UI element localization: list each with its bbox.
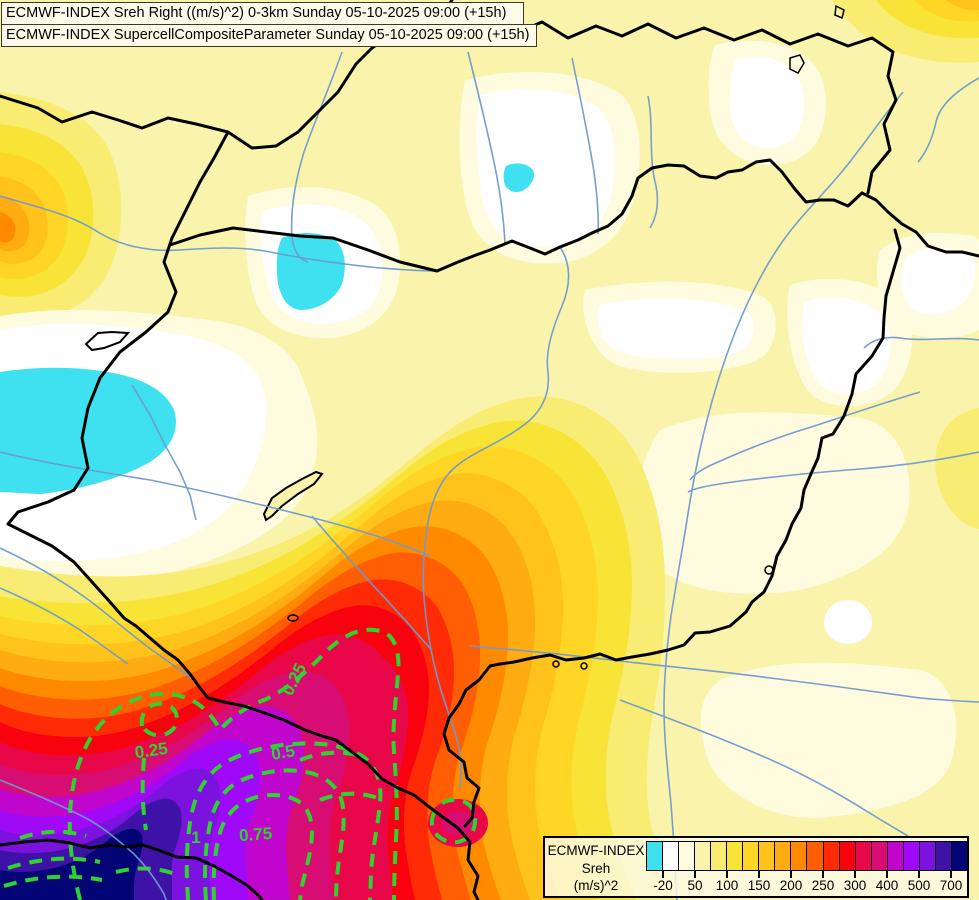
legend-color-cell xyxy=(807,842,824,870)
legend-tick-label: 200 xyxy=(779,878,803,893)
small-lakes xyxy=(287,4,845,670)
legend-tick-mark xyxy=(822,871,824,878)
legend-tick-label: 500 xyxy=(907,878,931,893)
sreh-band xyxy=(0,212,16,243)
legend-tick-label: -20 xyxy=(653,878,673,893)
legend-tick-mark xyxy=(918,871,920,878)
near-zero-patch xyxy=(476,88,616,247)
legend-color-cell xyxy=(663,842,680,870)
legend-tick-label: 50 xyxy=(687,878,703,893)
legend-color-cell xyxy=(919,842,936,870)
low-sreh-patch xyxy=(636,412,910,594)
legend-tick-mark xyxy=(758,871,760,878)
left-edge-warm-blob xyxy=(0,92,122,320)
scp-contour-0-75 xyxy=(203,768,346,900)
legend-tick-label: 150 xyxy=(747,878,771,893)
legend-tick-label: 700 xyxy=(939,878,963,893)
legend-color-cell xyxy=(887,842,904,870)
legend-tick-mark xyxy=(662,871,664,878)
lake-balaton xyxy=(262,470,324,522)
lake-neusiedl xyxy=(84,330,131,352)
legend-color-cell xyxy=(871,842,888,870)
sreh-band xyxy=(442,811,474,835)
scp-label-1: 1 xyxy=(191,828,200,847)
near-zero-patch xyxy=(824,600,872,644)
river-west-south-group xyxy=(0,384,979,900)
legend-tick-mark xyxy=(950,871,952,878)
legend-color-cell xyxy=(903,842,920,870)
rivers xyxy=(0,51,979,900)
legend-color-cell xyxy=(679,842,696,870)
negative-sreh-patch xyxy=(0,367,176,494)
legend-color-cell xyxy=(727,842,744,870)
legend-title-model: ECMWF-INDEX xyxy=(547,843,645,858)
map-title-line2: ECMWF-INDEX SupercellCompositeParameter … xyxy=(1,24,537,47)
legend-color-cell xyxy=(823,842,840,870)
scp-contour-0-5 xyxy=(184,741,383,900)
legend-title-units: (m/s)^2 xyxy=(573,878,619,893)
river-tisza-group xyxy=(663,77,979,900)
legend-color-cell xyxy=(855,842,872,870)
legend-colorbar xyxy=(646,841,968,871)
map-title-line1: ECMWF-INDEX Sreh Right ((m/s)^2) 0-3km S… xyxy=(1,2,524,25)
near-zero-patch xyxy=(802,297,892,394)
near-zero-patch xyxy=(597,298,754,360)
sreh-band xyxy=(935,408,979,529)
legend-tick-mark xyxy=(726,871,728,878)
legend-tick-label: 100 xyxy=(715,878,739,893)
cyan-patches xyxy=(0,163,534,494)
legend-box: ECMWF-INDEX Sreh (m/s)^2 -20 50 100 150 200 2… xyxy=(543,836,969,898)
scp-contour-lines xyxy=(3,627,478,900)
legend-color-cell xyxy=(839,842,856,870)
negative-sreh-patch xyxy=(503,163,534,192)
sreh-band xyxy=(946,0,979,10)
legend-color-cell xyxy=(743,842,760,870)
legend-tick-mark xyxy=(886,871,888,878)
southwest-high-sreh-bands xyxy=(0,396,678,900)
legend-ticks: -20 50 100 150 200 250 300 400 500 700 xyxy=(647,871,967,897)
scp-contour-0-25 xyxy=(67,627,401,900)
legend-tick-mark xyxy=(694,871,696,878)
title-text-scp: ECMWF-INDEX SupercellCompositeParameter … xyxy=(6,27,530,43)
river-danube-group xyxy=(0,51,659,789)
legend-color-cell xyxy=(775,842,792,870)
legend-color-cell xyxy=(647,842,664,870)
legend-color-cell xyxy=(791,842,808,870)
border-east-group xyxy=(0,158,979,900)
legend-title-param: Sreh xyxy=(581,860,611,876)
legend-tick-mark xyxy=(854,871,856,878)
scp-label-0-25-west: 0.25 xyxy=(134,739,169,762)
top-right-warm-corner xyxy=(832,0,979,529)
legend-tick-label: 250 xyxy=(811,878,835,893)
negative-sreh-patch xyxy=(276,233,345,310)
legend-color-cell xyxy=(951,842,967,870)
title-text-sreh: ECMWF-INDEX Sreh Right ((m/s)^2) 0-3km S… xyxy=(6,5,507,21)
legend-tick-label: 300 xyxy=(843,878,867,893)
legend-color-cell xyxy=(759,842,776,870)
legend-color-cell xyxy=(695,842,712,870)
legend-color-cell xyxy=(711,842,728,870)
legend-tick-label: 400 xyxy=(875,878,899,893)
legend-title-block: ECMWF-INDEX Sreh (m/s)^2 xyxy=(547,842,645,895)
near-zero-patch xyxy=(900,247,976,315)
legend-tick-mark xyxy=(790,871,792,878)
legend-color-cell xyxy=(935,842,952,870)
scp-label-0-75: 0.75 xyxy=(238,824,272,845)
scp-contour-1 xyxy=(211,793,315,900)
lakes xyxy=(84,4,845,670)
low-sreh-patch xyxy=(700,662,957,819)
scp-label-0-5: 0.5 xyxy=(270,741,297,764)
scp-contour-small-loop xyxy=(139,701,179,738)
scp-contour-sw-detail xyxy=(3,757,181,888)
near-zero-patch xyxy=(729,56,805,149)
